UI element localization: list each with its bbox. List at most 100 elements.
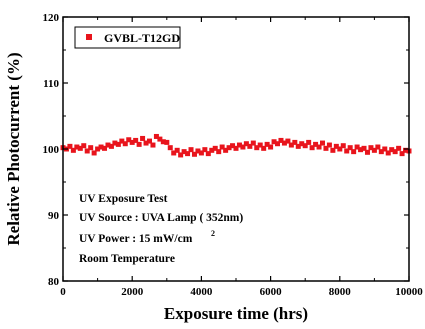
data-point <box>140 135 146 141</box>
data-point <box>202 147 208 153</box>
data-point <box>364 149 370 155</box>
data-point <box>171 150 177 156</box>
data-point <box>185 151 191 157</box>
data-point <box>333 143 339 149</box>
data-point <box>358 147 364 153</box>
data-point <box>330 147 336 153</box>
data-point <box>378 149 384 155</box>
data-point <box>389 147 395 153</box>
legend-label: GVBL-T12GD <box>104 31 180 45</box>
data-point <box>102 145 108 151</box>
data-point <box>288 142 294 148</box>
data-point <box>122 141 128 147</box>
data-point <box>153 133 159 139</box>
data-point <box>385 150 391 156</box>
data-point <box>129 139 135 145</box>
x-axis-title: Exposure time (hrs) <box>164 304 308 323</box>
data-point <box>157 136 163 142</box>
data-point <box>98 144 104 150</box>
annotation-power-superscript: 2 <box>211 229 215 238</box>
data-point <box>382 146 388 152</box>
x-tick-label: 4000 <box>190 286 213 298</box>
x-tick-label: 6000 <box>260 286 283 298</box>
data-point <box>281 140 287 146</box>
y-tick-label: 110 <box>43 78 59 90</box>
data-point <box>396 145 402 151</box>
annotation-power: UV Power : 15 mW/cm <box>79 233 193 245</box>
data-point <box>181 149 187 155</box>
x-tick-label: 0 <box>60 286 66 298</box>
data-point <box>250 140 256 146</box>
data-point <box>112 140 118 146</box>
data-point <box>143 140 149 146</box>
data-point <box>278 137 284 143</box>
data-point <box>223 147 229 153</box>
data-point <box>271 139 277 145</box>
data-point <box>198 150 204 156</box>
data-point <box>67 143 73 149</box>
data-point <box>340 143 346 149</box>
data-point <box>351 149 357 155</box>
data-point <box>233 145 239 151</box>
data-point <box>115 141 121 147</box>
data-point <box>399 151 405 157</box>
data-point <box>316 144 322 150</box>
data-point <box>230 143 236 149</box>
data-point <box>392 149 398 155</box>
y-tick-label: 120 <box>43 12 60 24</box>
data-point <box>133 137 139 143</box>
legend: GVBL-T12GD <box>74 26 181 49</box>
data-point <box>264 141 270 147</box>
data-point <box>368 145 374 151</box>
data-point <box>88 145 94 151</box>
data-point <box>188 147 194 153</box>
data-point <box>347 145 353 151</box>
data-point <box>236 142 242 148</box>
y-tick-label: 100 <box>43 144 60 156</box>
data-point <box>81 143 87 149</box>
y-tick-label: 90 <box>48 210 60 222</box>
data-point <box>275 141 281 147</box>
data-point <box>320 140 325 146</box>
data-point <box>261 145 267 151</box>
data-point <box>216 149 222 155</box>
legend-box <box>74 26 181 49</box>
data-point <box>226 145 232 151</box>
data-point <box>178 152 184 158</box>
data-point <box>257 142 263 148</box>
annotation-temperature: Room Temperature <box>79 253 175 265</box>
legend-marker <box>86 34 92 40</box>
data-point <box>309 145 315 151</box>
data-point <box>219 144 225 150</box>
data-point <box>174 147 180 153</box>
data-point <box>150 142 156 148</box>
annotation-source: UV Source : UVA Lamp ( 352nm) <box>79 212 243 224</box>
data-point <box>119 138 125 144</box>
data-point <box>77 145 83 151</box>
data-point <box>212 145 218 151</box>
annotation-test: UV Exposure Test <box>79 193 168 205</box>
data-point <box>209 147 215 153</box>
data-point <box>326 142 332 148</box>
data-point <box>105 142 111 148</box>
data-point <box>91 150 97 156</box>
data-markers <box>60 133 412 158</box>
data-point <box>167 145 173 151</box>
data-point <box>95 146 101 152</box>
data-point <box>371 147 377 153</box>
data-point <box>299 141 305 147</box>
y-tick-label: 80 <box>48 276 60 288</box>
data-point <box>126 137 132 143</box>
data-point <box>344 148 350 154</box>
data-point <box>292 139 298 145</box>
x-tick-label: 10000 <box>395 286 423 298</box>
data-point <box>136 141 142 147</box>
data-point <box>243 141 249 147</box>
axis-ticks: 0 2000 4000 6000 8000 10000 80 90 100 110 120 <box>43 12 424 298</box>
annotation-block: UV Exposure Test UV Source : UVA Lamp ( … <box>79 193 243 265</box>
data-point <box>164 139 170 145</box>
data-point <box>247 143 253 149</box>
